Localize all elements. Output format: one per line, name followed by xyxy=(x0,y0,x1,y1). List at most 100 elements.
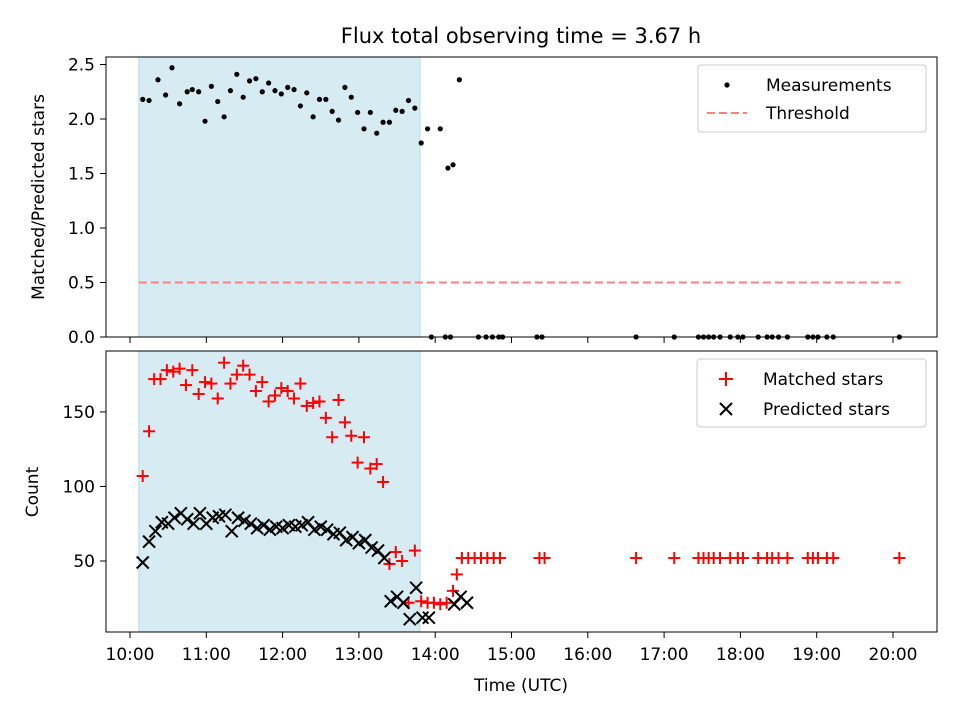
measurement-point xyxy=(221,114,227,120)
measurement-point xyxy=(310,114,316,120)
matched-star-point xyxy=(538,552,551,565)
legend-measurements-label: Measurements xyxy=(766,76,892,96)
measurement-point xyxy=(169,65,175,71)
legend-threshold-label: Threshold xyxy=(765,104,850,124)
matched-star-point xyxy=(300,399,313,412)
measurement-point xyxy=(355,109,361,116)
cross-b xyxy=(364,540,379,555)
bottom-legend: Matched stars Predicted stars xyxy=(696,358,927,428)
matched-star-point xyxy=(249,385,262,398)
measurement-point xyxy=(163,92,169,98)
measurement-point xyxy=(240,94,246,100)
measurement-point xyxy=(297,103,304,109)
x-axis-label: Time (UTC) xyxy=(473,676,568,696)
cross-b xyxy=(136,555,150,570)
x-tick-label: 13:00 xyxy=(334,645,383,665)
predicted-star-point xyxy=(415,610,430,625)
y-tick-label: 0.5 xyxy=(68,274,95,294)
measurement-point xyxy=(329,108,335,114)
predicted-star-point xyxy=(218,508,233,522)
cross-b xyxy=(231,511,245,525)
matched-star-point xyxy=(377,475,390,488)
top-y-axis-label: Matched/Predicted stars xyxy=(29,94,49,300)
matched-star-point xyxy=(714,552,727,565)
measurement-point xyxy=(155,77,161,83)
predicted-star-point xyxy=(225,524,239,538)
matched-star-point xyxy=(434,598,447,611)
predicted-star-point xyxy=(409,581,423,595)
chart-title: Flux total observing time = 3.67 h xyxy=(341,24,701,48)
measurement-point xyxy=(418,140,424,146)
matched-star-point xyxy=(179,379,192,392)
predicted-star-point xyxy=(148,524,163,538)
cross-b xyxy=(180,512,194,526)
measurement-point xyxy=(316,96,323,102)
x-tick-label: 12:00 xyxy=(258,645,307,665)
matched-star-point xyxy=(370,458,383,471)
measurement-point xyxy=(348,94,354,100)
x-tick-label: 10:00 xyxy=(106,645,155,665)
measurement-point xyxy=(259,89,265,95)
x-tick-label: 17:00 xyxy=(640,645,689,665)
bottom-y-axis-label: Count xyxy=(23,466,43,517)
measurement-point xyxy=(272,88,278,94)
predicted-star-point xyxy=(383,594,398,608)
measurement-point xyxy=(412,105,418,111)
y-tick-label: 100 xyxy=(63,477,95,497)
x-tick-label: 18:00 xyxy=(716,645,765,665)
top-x-ticks xyxy=(129,337,894,343)
cross-b xyxy=(345,530,360,544)
matched-star-point xyxy=(440,596,453,609)
cross-b xyxy=(453,590,468,604)
measurement-point xyxy=(342,84,348,90)
matched-star-point xyxy=(237,359,250,372)
x-tick-label: 11:00 xyxy=(182,645,231,665)
matched-star-point xyxy=(415,595,428,608)
cross-b xyxy=(244,517,258,531)
measurement-points xyxy=(140,65,902,340)
y-tick-label: 1.0 xyxy=(68,219,95,239)
x-tick-label: 15:00 xyxy=(487,645,536,665)
matched-star-point xyxy=(668,552,681,565)
cross-b xyxy=(186,517,201,531)
measurement-point xyxy=(246,78,253,84)
measurement-point xyxy=(335,117,342,123)
matched-star-point xyxy=(136,470,149,483)
matched-star-point xyxy=(262,395,275,408)
legend-predicted-marker xyxy=(719,402,733,416)
matched-star-point xyxy=(211,392,224,405)
matched-star-point xyxy=(192,388,205,401)
legend-measurements-marker xyxy=(724,82,730,88)
cross-b xyxy=(314,519,328,534)
matched-star-point xyxy=(345,429,358,442)
cross-b xyxy=(155,515,169,529)
cross-b xyxy=(358,533,372,547)
x-tick-label: 14:00 xyxy=(411,645,460,665)
measurement-point xyxy=(361,126,367,132)
cross-b xyxy=(167,511,182,525)
cross-b xyxy=(269,519,283,534)
predicted-star-point xyxy=(396,596,411,610)
matched-star-point xyxy=(450,568,463,581)
y-tick-label: 2.0 xyxy=(68,110,95,130)
cross-b xyxy=(174,506,188,520)
cross-b xyxy=(377,551,392,565)
matched-star-point xyxy=(205,377,218,390)
cross-b xyxy=(148,524,163,538)
x-tick-label: 20:00 xyxy=(869,645,918,665)
matched-star-point xyxy=(396,555,409,567)
matched-star-point xyxy=(224,377,237,390)
top-axes-frame xyxy=(105,56,938,338)
cross-b xyxy=(403,612,417,626)
cross-b xyxy=(333,525,347,540)
cross-b xyxy=(237,514,252,528)
matched-star-point xyxy=(364,462,377,475)
matched-star-point xyxy=(288,392,301,405)
top-legend: Measurements Threshold xyxy=(697,64,927,133)
predicted-star-point xyxy=(377,551,392,565)
predicted-star-point xyxy=(460,596,474,610)
matched-star-point xyxy=(389,546,402,559)
matched-star-point xyxy=(167,365,180,378)
legend-matched-label: Matched stars xyxy=(763,370,883,390)
